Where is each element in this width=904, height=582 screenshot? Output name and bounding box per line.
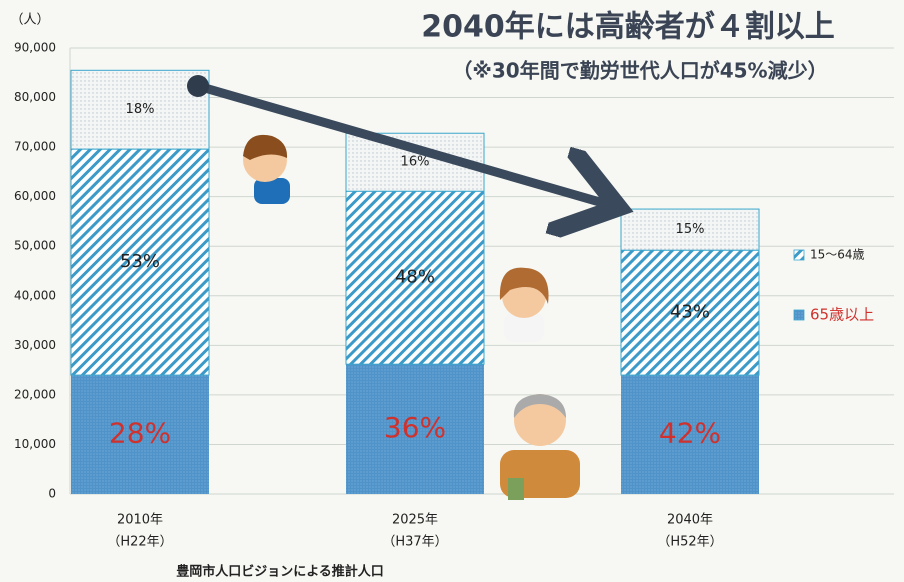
segment-label: 28% — [109, 417, 171, 450]
legend-swatch — [793, 249, 805, 261]
y-tick-label: 0 — [48, 487, 56, 501]
bar-segment — [345, 190, 485, 365]
x-tick-label: 2010年 — [117, 513, 163, 528]
y-tick-label: 60,000 — [14, 189, 56, 203]
segment-label: 43% — [670, 302, 710, 323]
bar-segment — [70, 69, 210, 150]
bar-segment — [71, 375, 209, 494]
x-tick-label: 2025年 — [392, 513, 438, 528]
plot-area: 0 10,000 20,000 30,000 40,000 50,000 60,000 70,… — [14, 41, 894, 550]
x-tick-label: 2040年 — [667, 513, 713, 528]
bar-segment — [346, 364, 484, 494]
trend-arrow — [196, 81, 610, 205]
child-icon — [243, 134, 290, 204]
y-tick-label: 80,000 — [14, 90, 56, 104]
x-tick-sublabel: （H52年） — [657, 535, 722, 550]
bar-segment — [70, 148, 210, 376]
y-tick-label: 10,000 — [14, 437, 56, 451]
legend-swatch — [793, 309, 805, 321]
y-unit: （人） — [10, 13, 49, 28]
y-tick-label: 20,000 — [14, 387, 56, 401]
source-note: 豊岡市人口ビジョンによる推計人口 — [176, 564, 384, 580]
y-tick-label: 90,000 — [14, 41, 56, 55]
chart-title: 2040年には高齢者が４割以上 — [421, 10, 835, 45]
arrow-start — [187, 75, 209, 97]
elder-icon — [500, 394, 580, 500]
segment-label: 18% — [126, 102, 155, 117]
decorations — [187, 75, 610, 500]
legend-label: 65歳以上 — [810, 306, 874, 324]
segment-label: 53% — [120, 251, 160, 272]
segment-label: 48% — [395, 267, 435, 288]
legend: 15～64歳 65歳以上 — [793, 248, 874, 324]
segment-label: 15% — [676, 222, 705, 237]
segment-label: 16% — [401, 155, 430, 170]
adult-icon — [499, 267, 549, 342]
bar-segment — [620, 208, 760, 251]
y-tick-label: 40,000 — [14, 288, 56, 302]
y-tick-label: 50,000 — [14, 239, 56, 253]
y-tick-label: 30,000 — [14, 338, 56, 352]
x-tick-sublabel: （H22年） — [107, 535, 172, 550]
segment-label: 36% — [384, 411, 446, 444]
segment-label: 42% — [659, 417, 721, 450]
bar-segment — [620, 249, 760, 376]
chart-subtitle: （※30年間で勤労世代人口が45%減少） — [452, 59, 827, 83]
bar-segment — [621, 375, 759, 494]
y-tick-label: 70,000 — [14, 140, 56, 154]
legend-label: 15～64歳 — [810, 248, 865, 262]
x-tick-sublabel: （H37年） — [382, 535, 447, 550]
